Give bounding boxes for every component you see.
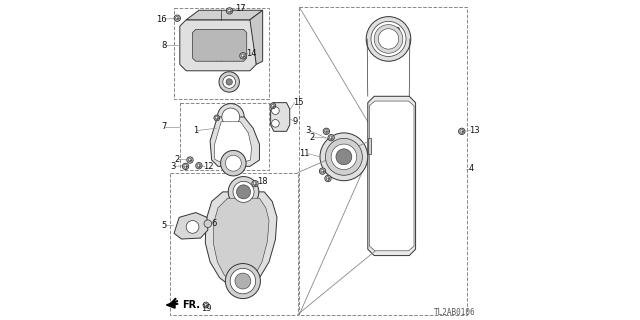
Text: 16: 16: [156, 15, 166, 24]
Text: 15: 15: [293, 98, 303, 107]
Circle shape: [225, 155, 241, 171]
Text: 3: 3: [306, 126, 311, 135]
Circle shape: [204, 220, 212, 228]
Circle shape: [215, 116, 218, 120]
Circle shape: [186, 220, 199, 233]
Circle shape: [325, 138, 362, 175]
Text: 8: 8: [161, 41, 166, 50]
Text: 14: 14: [246, 49, 257, 58]
Polygon shape: [368, 96, 415, 256]
Circle shape: [222, 108, 240, 126]
Text: 13: 13: [469, 126, 480, 135]
Circle shape: [252, 180, 258, 187]
Text: 5: 5: [161, 221, 166, 230]
Circle shape: [271, 104, 275, 108]
Circle shape: [182, 163, 189, 170]
Circle shape: [196, 163, 202, 169]
Circle shape: [336, 149, 352, 165]
Circle shape: [328, 134, 334, 141]
Text: 11: 11: [300, 149, 310, 158]
Circle shape: [241, 54, 244, 58]
Text: 17: 17: [236, 4, 246, 13]
Circle shape: [188, 158, 192, 162]
Circle shape: [270, 103, 276, 109]
Text: 9: 9: [293, 117, 298, 126]
Circle shape: [235, 273, 251, 289]
Circle shape: [187, 157, 193, 163]
Circle shape: [321, 169, 324, 173]
Polygon shape: [180, 20, 256, 71]
Text: 1: 1: [193, 126, 198, 135]
Text: 2: 2: [309, 132, 314, 141]
Circle shape: [319, 168, 326, 174]
Polygon shape: [174, 8, 269, 100]
Polygon shape: [368, 138, 371, 154]
Circle shape: [459, 128, 465, 134]
Text: 2: 2: [175, 155, 180, 164]
Polygon shape: [271, 103, 290, 131]
Circle shape: [228, 177, 259, 207]
Circle shape: [378, 29, 399, 49]
Circle shape: [326, 177, 330, 180]
Circle shape: [184, 164, 188, 168]
Circle shape: [324, 130, 328, 133]
Polygon shape: [174, 212, 208, 239]
Circle shape: [218, 104, 244, 130]
Polygon shape: [214, 122, 252, 163]
Circle shape: [271, 107, 279, 115]
Circle shape: [223, 76, 236, 88]
Polygon shape: [180, 103, 269, 170]
Text: TL2AB0106: TL2AB0106: [434, 308, 476, 317]
Circle shape: [240, 52, 246, 59]
Text: 19: 19: [202, 304, 212, 313]
Circle shape: [237, 185, 250, 199]
Polygon shape: [213, 198, 269, 282]
Circle shape: [253, 182, 257, 185]
Text: 7: 7: [161, 122, 166, 131]
Polygon shape: [193, 29, 246, 61]
Text: 12: 12: [203, 162, 214, 171]
Circle shape: [214, 115, 220, 121]
Polygon shape: [170, 173, 298, 315]
Polygon shape: [166, 302, 175, 308]
Circle shape: [221, 150, 246, 176]
Polygon shape: [300, 7, 467, 315]
Circle shape: [371, 21, 406, 56]
Circle shape: [233, 181, 254, 202]
Circle shape: [320, 133, 368, 181]
Text: 6: 6: [211, 219, 216, 228]
Polygon shape: [186, 10, 262, 20]
Circle shape: [204, 303, 207, 307]
Circle shape: [374, 25, 403, 53]
Circle shape: [366, 17, 411, 61]
Circle shape: [330, 136, 333, 140]
Circle shape: [225, 264, 260, 299]
Circle shape: [174, 15, 180, 21]
Circle shape: [460, 130, 463, 133]
Circle shape: [175, 16, 179, 20]
Circle shape: [226, 79, 232, 85]
Polygon shape: [205, 192, 277, 287]
Circle shape: [227, 8, 233, 14]
Polygon shape: [210, 117, 259, 166]
Circle shape: [197, 164, 201, 167]
Circle shape: [230, 268, 255, 294]
Text: FR.: FR.: [182, 300, 200, 310]
Circle shape: [324, 175, 331, 182]
Circle shape: [271, 120, 279, 127]
Circle shape: [323, 128, 330, 134]
Circle shape: [331, 144, 356, 170]
Circle shape: [219, 72, 239, 92]
Text: 18: 18: [257, 177, 268, 186]
Polygon shape: [250, 10, 262, 64]
Circle shape: [203, 302, 209, 308]
Text: 3: 3: [171, 162, 176, 171]
Polygon shape: [369, 101, 414, 251]
Circle shape: [228, 9, 231, 13]
Text: 4: 4: [469, 164, 474, 173]
Text: 10: 10: [390, 28, 401, 36]
